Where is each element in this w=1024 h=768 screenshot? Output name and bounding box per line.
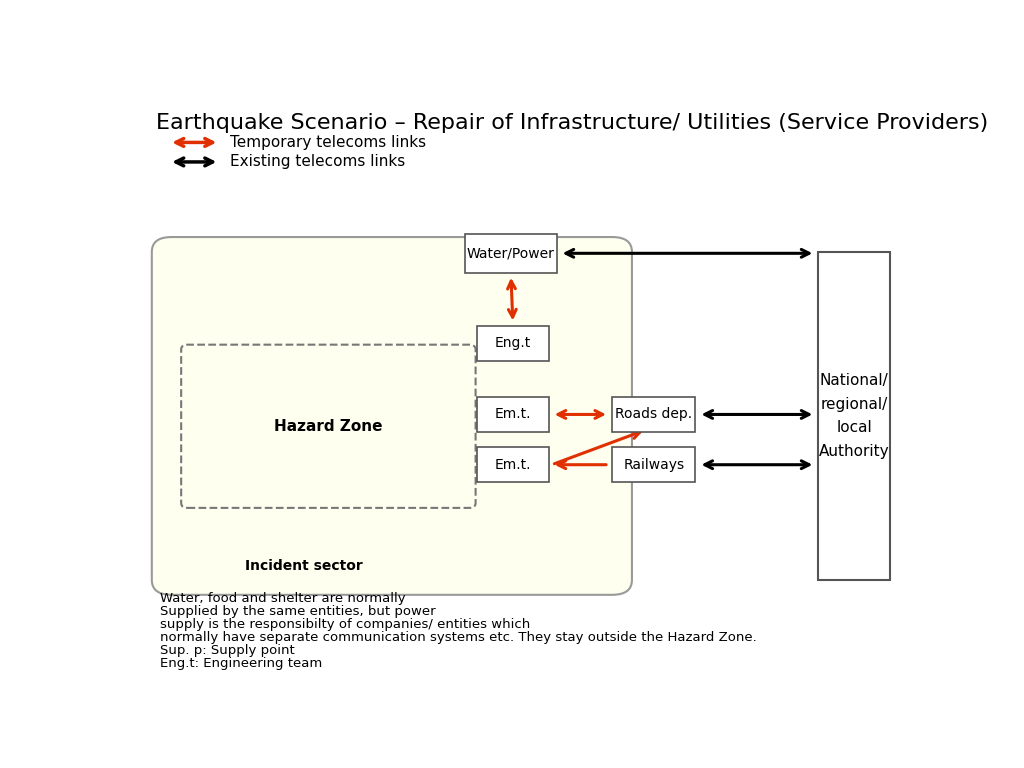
Text: Earthquake Scenario – Repair of Infrastructure/ Utilities (Service Providers): Earthquake Scenario – Repair of Infrastr… xyxy=(156,113,988,133)
Text: Em.t.: Em.t. xyxy=(495,458,531,472)
Text: National/
regional/
local
Authority: National/ regional/ local Authority xyxy=(819,373,890,458)
FancyBboxPatch shape xyxy=(477,326,549,361)
Text: Temporary telecoms links: Temporary telecoms links xyxy=(229,135,426,150)
Text: Water, food and shelter are normally: Water, food and shelter are normally xyxy=(160,592,406,605)
Text: Eng.t: Engineering team: Eng.t: Engineering team xyxy=(160,657,322,670)
Text: Supplied by the same entities, but power: Supplied by the same entities, but power xyxy=(160,605,435,618)
FancyBboxPatch shape xyxy=(477,447,549,482)
Text: supply is the responsibilty of companies/ entities which: supply is the responsibilty of companies… xyxy=(160,618,530,631)
FancyBboxPatch shape xyxy=(477,397,549,432)
FancyBboxPatch shape xyxy=(465,234,557,273)
FancyBboxPatch shape xyxy=(612,447,695,482)
FancyBboxPatch shape xyxy=(152,237,632,595)
Text: Em.t.: Em.t. xyxy=(495,408,531,422)
Text: Water/Power: Water/Power xyxy=(467,247,555,260)
FancyBboxPatch shape xyxy=(818,252,890,580)
Text: Railways: Railways xyxy=(624,458,684,472)
Text: Existing telecoms links: Existing telecoms links xyxy=(229,154,404,170)
Text: normally have separate communication systems etc. They stay outside the Hazard Z: normally have separate communication sys… xyxy=(160,631,757,644)
Text: Hazard Zone: Hazard Zone xyxy=(274,419,383,434)
Text: Incident sector: Incident sector xyxy=(245,559,362,573)
Text: Sup. p: Supply point: Sup. p: Supply point xyxy=(160,644,295,657)
FancyBboxPatch shape xyxy=(612,397,695,432)
Text: Eng.t: Eng.t xyxy=(495,336,531,350)
Text: Roads dep.: Roads dep. xyxy=(615,408,692,422)
